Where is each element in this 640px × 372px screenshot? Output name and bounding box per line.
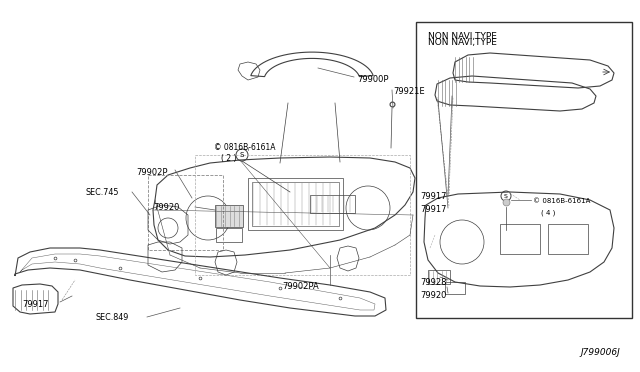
Text: ( 4 ): ( 4 ) [541, 209, 556, 215]
Text: 79917: 79917 [420, 205, 447, 214]
Text: ( 2 ): ( 2 ) [221, 154, 237, 163]
Text: 79921E: 79921E [393, 87, 424, 96]
Text: J799006J: J799006J [580, 348, 620, 357]
Bar [252, 182, 339, 226]
Text: 79902PA: 79902PA [282, 282, 319, 291]
Text: S: S [240, 152, 244, 158]
Bar [148, 175, 223, 250]
Bar [216, 228, 242, 242]
Text: SEC.849: SEC.849 [95, 313, 129, 322]
Text: 79900P: 79900P [357, 75, 388, 84]
Text: 79920: 79920 [420, 291, 446, 300]
Bar [215, 205, 243, 227]
Text: SEC.745: SEC.745 [86, 188, 120, 197]
Text: 79917: 79917 [420, 192, 447, 201]
Bar [548, 224, 588, 254]
Text: 79917: 79917 [22, 300, 49, 309]
Text: © 0816B-6161A: © 0816B-6161A [214, 143, 275, 152]
Bar [248, 178, 343, 230]
Bar [428, 270, 450, 284]
Text: 79928: 79928 [420, 278, 447, 287]
Bar [416, 22, 632, 318]
Text: 79902P: 79902P [136, 168, 168, 177]
Bar [445, 282, 465, 294]
Text: NON NAVI,TYPE: NON NAVI,TYPE [428, 38, 497, 47]
Text: © 0816B-6161A: © 0816B-6161A [533, 198, 590, 204]
Bar [500, 224, 540, 254]
Text: S: S [504, 193, 508, 199]
Text: NON NAVI,TYPE: NON NAVI,TYPE [428, 32, 497, 41]
Text: 79920: 79920 [153, 203, 179, 212]
Bar [310, 195, 355, 213]
